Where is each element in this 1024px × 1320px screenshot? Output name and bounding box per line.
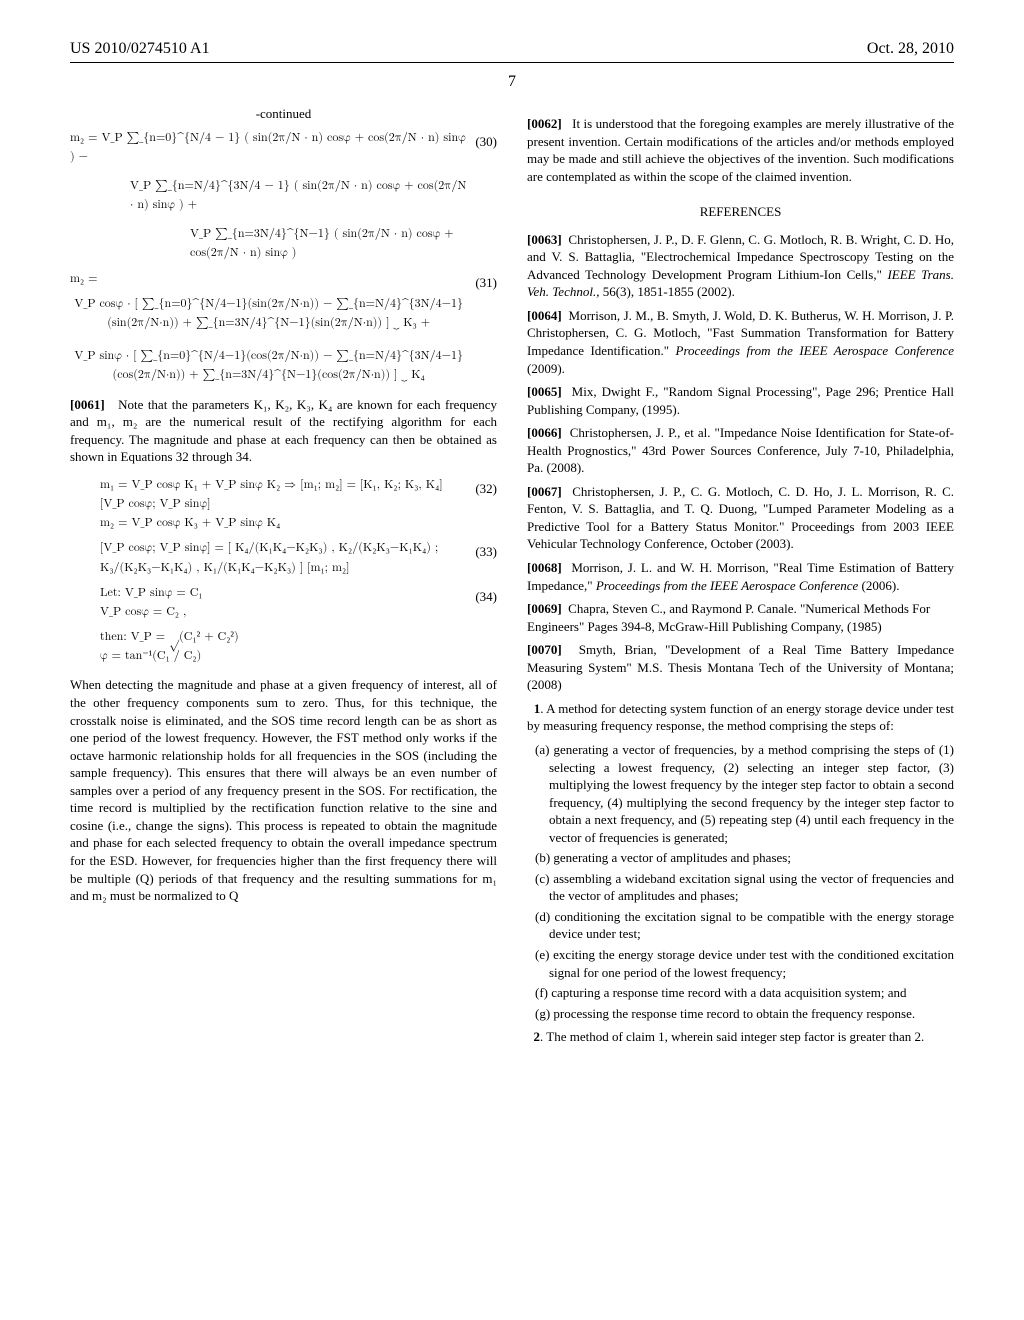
eq30-line-2: V_P ∑_{n=N/4}^{3N/4 − 1} ( sin(2π/N · n)…: [130, 177, 467, 215]
claim-2: 2. The method of claim 1, wherein said i…: [527, 1028, 954, 1046]
eq30-line-1: m₂ = V_P ∑_{n=0}^{N/4 − 1} ( sin(2π/N · …: [70, 129, 467, 167]
ref-num: [0068]: [527, 560, 562, 575]
equation-33-number: (33): [475, 539, 497, 561]
eq34-line-3: then: V_P = √(C₁² + C₂²): [100, 628, 467, 647]
eq31-line-2: V_P cosφ · [ ∑_{n=0}^{N/4−1}(sin(2π/N·n)…: [70, 295, 467, 333]
para-0061-text: Note that the parameters K₁, K₂, K₃, K₄ …: [70, 397, 497, 465]
publication-date: Oct. 28, 2010: [867, 40, 954, 58]
patent-page: US 2010/0274510 A1 Oct. 28, 2010 7 -cont…: [0, 0, 1024, 1320]
equation-30: m₂ = V_P ∑_{n=0}^{N/4 − 1} ( sin(2π/N · …: [70, 129, 497, 264]
publication-id: US 2010/0274510 A1: [70, 40, 210, 58]
ref-num: [0064]: [527, 308, 562, 323]
para-0061-number: [0061]: [70, 397, 105, 412]
eq30-line-3: V_P ∑_{n=3N/4}^{N−1} ( sin(2π/N · n) cos…: [190, 225, 467, 263]
paragraph-0061: [0061] Note that the parameters K₁, K₂, …: [70, 396, 497, 466]
left-column: -continued m₂ = V_P ∑_{n=0}^{N/4 − 1} ( …: [70, 105, 497, 1052]
claim-2-text: . The method of claim 1, wherein said in…: [540, 1029, 924, 1044]
eq34-line-1: Let: V_P sinφ = C₁: [100, 584, 467, 603]
equation-33: [V_P cosφ; V_P sinφ] = [ K₄/(K₁K₄−K₂K₃) …: [70, 539, 497, 577]
continued-label: -continued: [70, 105, 497, 123]
equation-30-number: (30): [475, 129, 497, 151]
eq31-line-3: V_P sinφ · [ ∑_{n=0}^{N/4−1}(cos(2π/N·n)…: [70, 347, 467, 385]
reference-0068: [0068] Morrison, J. L. and W. H. Morriso…: [527, 559, 954, 594]
equation-32-body: m₁ = V_P cosφ K₁ + V_P sinφ K₂ ⇒ [m₁; m₂…: [70, 476, 475, 534]
right-column: [0062] It is understood that the foregoi…: [527, 105, 954, 1052]
eq33-line-1: [V_P cosφ; V_P sinφ] = [ K₄/(K₁K₄−K₂K₃) …: [100, 539, 467, 577]
ref-ital: Proceedings from the IEEE Aerospace Conf…: [676, 343, 954, 358]
eq32-line-1: m₁ = V_P cosφ K₁ + V_P sinφ K₂ ⇒ [m₁; m₂…: [100, 476, 467, 514]
paragraph-0062: [0062] It is understood that the foregoi…: [527, 115, 954, 185]
ref-text-pre: Christophersen, J. P., C. G. Motloch, C.…: [527, 484, 954, 552]
claim-1-intro: . A method for detecting system function…: [527, 701, 954, 734]
equation-34-number: (34): [475, 584, 497, 606]
equation-34: Let: V_P sinφ = C₁ V_P cosφ = C₂ , then:…: [70, 584, 497, 667]
ref-num: [0063]: [527, 232, 562, 247]
reference-0070: [0070] Smyth, Brian, "Development of a R…: [527, 641, 954, 694]
reference-0069: [0069] Chapra, Steven C., and Raymond P.…: [527, 600, 954, 635]
ref-text-pre: Smyth, Brian, "Development of a Real Tim…: [527, 642, 954, 692]
eq34-line-4: φ = tan⁻¹(C₁ / C₂): [100, 647, 467, 666]
left-bottom-paragraph: When detecting the magnitude and phase a…: [70, 676, 497, 904]
ref-num: [0070]: [527, 642, 562, 657]
page-number: 7: [70, 73, 954, 91]
page-header: US 2010/0274510 A1 Oct. 28, 2010: [70, 40, 954, 63]
eq34-line-2: V_P cosφ = C₂ ,: [100, 603, 467, 622]
equation-31: m₂ = V_P cosφ · [ ∑_{n=0}^{N/4−1}(sin(2π…: [70, 270, 497, 386]
ref-text-post: (2006).: [858, 578, 899, 593]
reference-0063: [0063] Christophersen, J. P., D. F. Glen…: [527, 231, 954, 301]
references-heading: REFERENCES: [527, 203, 954, 221]
two-column-layout: -continued m₂ = V_P ∑_{n=0}^{N/4 − 1} ( …: [70, 105, 954, 1052]
equation-32-number: (32): [475, 476, 497, 498]
claim-1-g: (g) processing the response time record …: [549, 1005, 954, 1023]
claim-1-d: (d) conditioning the excitation signal t…: [549, 908, 954, 943]
ref-text-post: (2009).: [527, 361, 565, 376]
ref-num: [0066]: [527, 425, 562, 440]
claim-1-f: (f) capturing a response time record wit…: [549, 984, 954, 1002]
ref-text-pre: Mix, Dwight F., "Random Signal Processin…: [527, 384, 954, 417]
ref-num: [0065]: [527, 384, 562, 399]
ref-text-pre: Christophersen, J. P., et al. "Impedance…: [527, 425, 954, 475]
claim-1-a: (a) generating a vector of frequencies, …: [549, 741, 954, 846]
reference-0065: [0065] Mix, Dwight F., "Random Signal Pr…: [527, 383, 954, 418]
claim-1-b: (b) generating a vector of amplitudes an…: [549, 849, 954, 867]
reference-0066: [0066] Christophersen, J. P., et al. "Im…: [527, 424, 954, 477]
equation-31-body: m₂ = V_P cosφ · [ ∑_{n=0}^{N/4−1}(sin(2π…: [70, 270, 475, 386]
eq31-line-1: m₂ =: [70, 270, 467, 289]
equation-32: m₁ = V_P cosφ K₁ + V_P sinφ K₂ ⇒ [m₁; m₂…: [70, 476, 497, 534]
ref-text-pre: Chapra, Steven C., and Raymond P. Canale…: [527, 601, 930, 634]
claim-1: 1. A method for detecting system functio…: [527, 700, 954, 735]
ref-text-post: 56(3), 1851-1855 (2002).: [599, 284, 734, 299]
para-0062-number: [0062]: [527, 116, 562, 131]
equation-33-body: [V_P cosφ; V_P sinφ] = [ K₄/(K₁K₄−K₂K₃) …: [70, 539, 475, 577]
para-0062-text: It is understood that the foregoing exam…: [527, 116, 954, 184]
claim-1-c: (c) assembling a wideband excitation sig…: [549, 870, 954, 905]
ref-num: [0069]: [527, 601, 562, 616]
reference-0067: [0067] Christophersen, J. P., C. G. Motl…: [527, 483, 954, 553]
reference-0064: [0064] Morrison, J. M., B. Smyth, J. Wol…: [527, 307, 954, 377]
ref-ital: Proceedings from the IEEE Aerospace Conf…: [596, 578, 858, 593]
ref-num: [0067]: [527, 484, 562, 499]
equation-34-body: Let: V_P sinφ = C₁ V_P cosφ = C₂ , then:…: [70, 584, 475, 667]
equation-31-number: (31): [475, 270, 497, 292]
claim-1-e: (e) exciting the energy storage device u…: [549, 946, 954, 981]
equation-30-body: m₂ = V_P ∑_{n=0}^{N/4 − 1} ( sin(2π/N · …: [70, 129, 475, 264]
eq32-line-2: m₂ = V_P cosφ K₃ + V_P sinφ K₄: [100, 514, 467, 533]
